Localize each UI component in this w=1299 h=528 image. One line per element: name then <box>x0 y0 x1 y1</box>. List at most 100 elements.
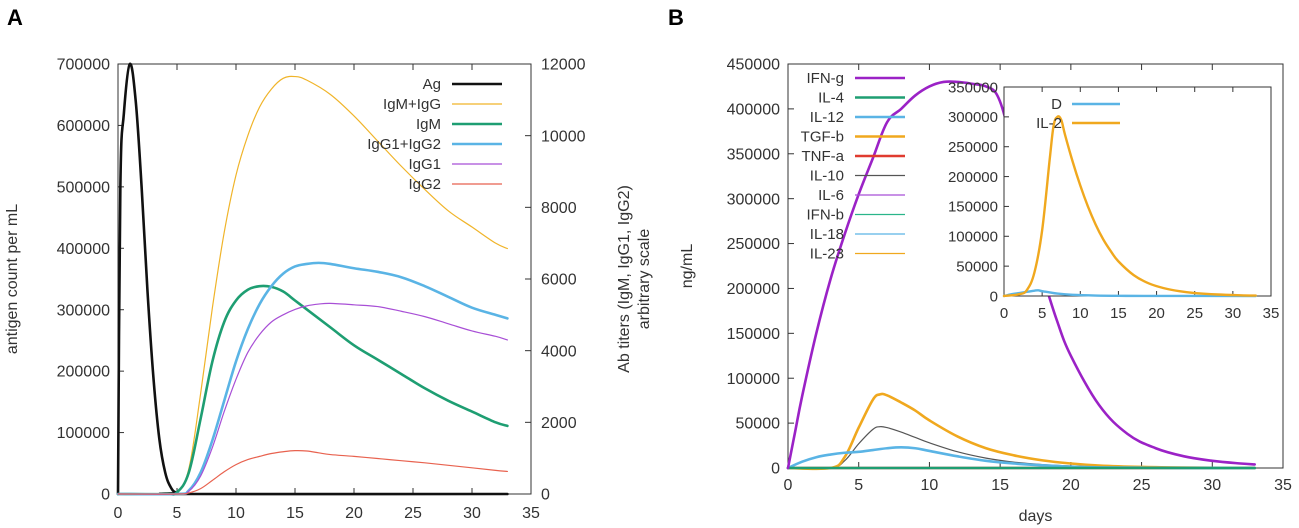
b-legend-label: IFN-g <box>807 70 845 87</box>
inset-background <box>1004 87 1271 296</box>
b-legend-label: IL-23 <box>810 246 844 263</box>
inset-legend: D IL-2 <box>1036 96 1120 132</box>
a-xtick-label: 5 <box>173 505 182 522</box>
a-ytick-label: 600000 <box>57 118 110 135</box>
inset-xtick-label: 20 <box>1148 305 1165 322</box>
a-y2tick-label: 2000 <box>541 415 577 432</box>
b-legend-label: IL-6 <box>818 187 844 204</box>
a-y2label-line2: arbitrary scale <box>636 229 653 330</box>
chart-b: 0 5 10 15 20 25 30 35 0 50000 100000 150000 200000 25… <box>679 57 1292 525</box>
b-legend-label: IL-10 <box>810 168 844 185</box>
chart-b-inset: 0 5 10 15 20 25 30 35 0 50000 100000 150000 200000 25… <box>948 79 1279 322</box>
b-xtick-label: 20 <box>1062 477 1080 494</box>
a-xtick-label: 30 <box>463 505 481 522</box>
b-ytick-label: 200000 <box>727 281 780 298</box>
a-ytick-label: 700000 <box>57 57 110 74</box>
a-legend-label: IgM+IgG <box>383 96 441 113</box>
a-ytick-label: 200000 <box>57 364 110 381</box>
b-legend-label: TNF-a <box>802 148 845 165</box>
b-ytick-label: 400000 <box>727 101 780 118</box>
a-y2tick-label: 12000 <box>541 57 586 74</box>
a-series-ag <box>116 62 509 496</box>
inset-ytick-label: 50000 <box>956 258 998 275</box>
b-ytick-label: 100000 <box>727 371 780 388</box>
a-legend-label: IgG1+IgG2 <box>367 136 441 153</box>
b-ytick-label: 350000 <box>727 146 780 163</box>
a-xtick-label: 15 <box>286 505 304 522</box>
a-ytick-label: 300000 <box>57 302 110 319</box>
a-legend: Ag IgM+IgG IgM IgG1+IgG2 IgG1 IgG2 <box>367 76 502 193</box>
a-legend-label: Ag <box>423 76 441 93</box>
inset-ytick-label: 250000 <box>948 139 998 156</box>
inset-legend-label: IL-2 <box>1036 115 1062 132</box>
a-xtick-label: 20 <box>345 505 363 522</box>
panel-a-label: A <box>7 5 23 30</box>
inset-xtick-label: 10 <box>1072 305 1089 322</box>
b-ylabel: ng/mL <box>679 244 696 289</box>
b-ytick-label: 50000 <box>736 416 781 433</box>
b-ytick-label: 150000 <box>727 326 780 343</box>
a-y2tick-label: 8000 <box>541 200 577 217</box>
b-series-tgf-b <box>786 392 1257 471</box>
a-ytick-label: 500000 <box>57 179 110 196</box>
b-legend: IFN-g IL-4 IL-12 TGF-b TNF-a IL-10 IL-6 IFN-b IL… <box>801 70 905 263</box>
a-series-igm <box>116 284 509 496</box>
a-y2tick-label: 10000 <box>541 128 586 145</box>
a-y2tick-label: 4000 <box>541 343 577 360</box>
inset-ytick-label: 350000 <box>948 79 998 96</box>
inset-xtick-label: 35 <box>1263 305 1280 322</box>
b-ytick-label: 0 <box>771 461 780 478</box>
b-xtick-label: 30 <box>1203 477 1221 494</box>
a-plot-frame <box>117 63 532 495</box>
a-ytick-label: 100000 <box>57 425 110 442</box>
a-xtick-label: 10 <box>227 505 245 522</box>
a-ylabel: antigen count per mL <box>4 204 21 354</box>
b-xtick-label: 15 <box>991 477 1009 494</box>
b-legend-label: IL-4 <box>818 90 844 107</box>
inset-xtick-label: 30 <box>1225 305 1242 322</box>
b-ytick-label: 450000 <box>727 57 780 74</box>
b-xtick-label: 5 <box>854 477 863 494</box>
a-ytick-label: 0 <box>101 487 110 504</box>
b-xtick-label: 0 <box>784 477 793 494</box>
inset-ytick-label: 0 <box>990 288 998 305</box>
a-y2tick-label: 0 <box>541 487 550 504</box>
a-series-igm-igg <box>117 75 508 496</box>
b-xtick-label: 10 <box>921 477 939 494</box>
b-legend-label: IFN-b <box>807 207 845 224</box>
a-series-igg1-igg2 <box>116 261 509 496</box>
a-xtick-label: 0 <box>114 505 123 522</box>
inset-ytick-label: 150000 <box>948 199 998 216</box>
chart-a: 0 5 10 15 20 25 30 3501000002000003000004000005… <box>4 57 653 522</box>
inset-xtick-label: 25 <box>1186 305 1203 322</box>
a-legend-label: IgG1 <box>408 156 441 173</box>
a-series-igg2 <box>117 449 508 495</box>
a-series-igg1 <box>117 302 508 495</box>
b-ytick-label: 300000 <box>727 191 780 208</box>
inset-series-il-2 <box>1002 115 1257 298</box>
inset-legend-label: D <box>1051 96 1062 113</box>
panel-b-label: B <box>668 5 684 30</box>
a-xtick-label: 25 <box>404 505 422 522</box>
b-xlabel: days <box>1019 508 1053 525</box>
a-legend-label: IgM <box>416 116 441 133</box>
a-xtick-label: 35 <box>522 505 540 522</box>
b-series-ifn-g <box>786 80 1257 470</box>
inset-xtick-label: 15 <box>1110 305 1127 322</box>
b-legend-label: TGF-b <box>801 129 844 146</box>
inset-ytick-label: 300000 <box>948 109 998 126</box>
b-legend-label: IL-18 <box>810 226 844 243</box>
a-y2tick-label: 6000 <box>541 272 577 289</box>
a-ytick-label: 400000 <box>57 241 110 258</box>
b-series-il-10 <box>787 425 1256 470</box>
inset-ytick-label: 100000 <box>948 229 998 246</box>
b-xtick-label: 25 <box>1133 477 1151 494</box>
inset-ytick-label: 200000 <box>948 169 998 186</box>
inset-xtick-label: 5 <box>1038 305 1046 322</box>
inset-xtick-label: 0 <box>1000 305 1008 322</box>
a-legend-label: IgG2 <box>408 176 441 193</box>
b-legend-label: IL-12 <box>810 109 844 126</box>
b-ytick-label: 250000 <box>727 236 780 253</box>
a-y2label-line1: Ab titers (IgM, IgG1, IgG2) <box>616 185 633 373</box>
